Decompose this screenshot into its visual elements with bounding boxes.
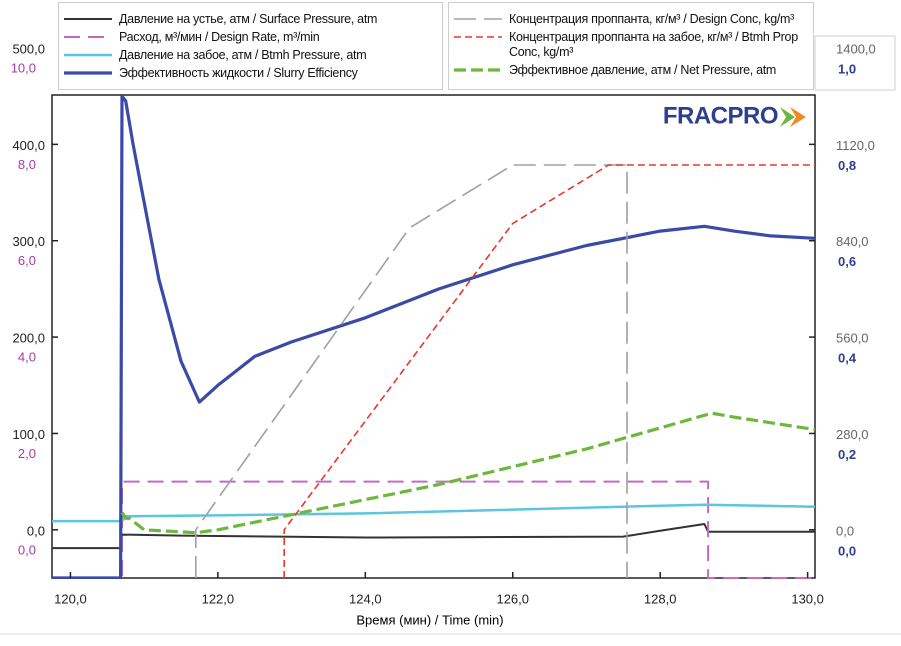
y-tick-label: 300,0 xyxy=(12,234,45,249)
axis-box xyxy=(814,35,896,91)
legend-swatch xyxy=(64,71,112,75)
y3-tick-label: 2,0 xyxy=(18,446,36,461)
plot-frame xyxy=(51,94,816,579)
legend-label: Концентрация проппанта, кг/м³ / Design C… xyxy=(509,12,795,26)
series-group xyxy=(52,95,815,579)
legend-entry: Концентрация проппанта, кг/м³ / Design C… xyxy=(449,12,813,27)
y-tick-label: 500,0 xyxy=(12,41,45,56)
y4-tick-label: 0,4 xyxy=(838,351,857,366)
y2-tick-label: 0,0 xyxy=(836,523,854,538)
x-tick-label: 128,0 xyxy=(644,591,677,606)
series-line xyxy=(283,164,815,578)
y4-tick-label: 0,8 xyxy=(838,158,856,173)
legend-label: Концентрация проппанта на забое, кг/м³ /… xyxy=(509,30,798,59)
y4-tick-label: 0,0 xyxy=(838,543,856,558)
x-tick-label: 124,0 xyxy=(349,591,382,606)
y4-tick-label: 0,6 xyxy=(838,254,856,269)
series-line xyxy=(52,95,815,579)
series-line xyxy=(120,411,815,535)
legend-entry: Расход, м³/мин / Design Rate, m³/min xyxy=(59,30,442,45)
legend-entry: Давление на устье, атм / Surface Pressur… xyxy=(59,12,442,27)
x-tick-label: 126,0 xyxy=(496,591,529,606)
y2-tick-label: 560,0 xyxy=(836,331,869,346)
y2-tick-label: 1400,0 xyxy=(836,41,876,56)
x-tick-label: 120,0 xyxy=(54,591,87,606)
legend-swatch xyxy=(454,68,502,72)
legend-entry: Концентрация проппанта на забое, кг/м³ /… xyxy=(449,30,813,60)
legend-swatch xyxy=(64,53,112,57)
y-tick-label: 400,0 xyxy=(12,138,45,153)
y3-tick-label: 0,0 xyxy=(18,542,36,557)
y4-tick-label: 0,2 xyxy=(838,447,856,462)
legend-swatch xyxy=(454,18,502,20)
y4-tick-label: 1,0 xyxy=(838,61,856,76)
legend-label: Расход, м³/мин / Design Rate, m³/min xyxy=(119,30,320,44)
y-tick-label: 0,0 xyxy=(27,523,45,538)
series-line xyxy=(52,503,815,523)
legend-label: Эффективное давление, атм / Net Pressure… xyxy=(509,63,777,77)
legend-label: Давление на забое, атм / Btmh Pressure, … xyxy=(119,48,367,62)
x-tick-label: 122,0 xyxy=(202,591,235,606)
y2-tick-label: 280,0 xyxy=(836,427,869,442)
legend-entry: Давление на забое, атм / Btmh Pressure, … xyxy=(59,48,442,63)
legend-swatch xyxy=(64,36,112,38)
y3-tick-label: 6,0 xyxy=(18,253,36,268)
y2-tick-label: 840,0 xyxy=(836,234,869,249)
legend-entry: Эффективное давление, атм / Net Pressure… xyxy=(449,63,813,78)
legend-right: Концентрация проппанта, кг/м³ / Design C… xyxy=(448,2,814,90)
y3-tick-label: 10,0 xyxy=(11,60,36,75)
y-tick-label: 100,0 xyxy=(12,427,45,442)
logo: FRACPRO xyxy=(663,102,778,129)
legend-swatch xyxy=(454,36,502,38)
legend-label: Давление на устье, атм / Surface Pressur… xyxy=(119,12,378,26)
legend-left: Давление на устье, атм / Surface Pressur… xyxy=(58,2,443,90)
legend-swatch xyxy=(64,18,112,20)
y3-tick-label: 8,0 xyxy=(18,157,36,172)
logo-icon xyxy=(780,107,806,127)
y-tick-label: 200,0 xyxy=(12,331,45,346)
y3-tick-label: 4,0 xyxy=(18,350,36,365)
legend-entry: Эффективность жидкости / Slurry Efficien… xyxy=(59,66,442,81)
series-line xyxy=(195,164,628,578)
x-tick-label: 130,0 xyxy=(791,591,824,606)
legend-label: Эффективность жидкости / Slurry Efficien… xyxy=(119,66,358,80)
y2-tick-label: 1120,0 xyxy=(836,138,875,153)
x-axis-label: Время (мин) / Time (min) xyxy=(356,612,503,627)
